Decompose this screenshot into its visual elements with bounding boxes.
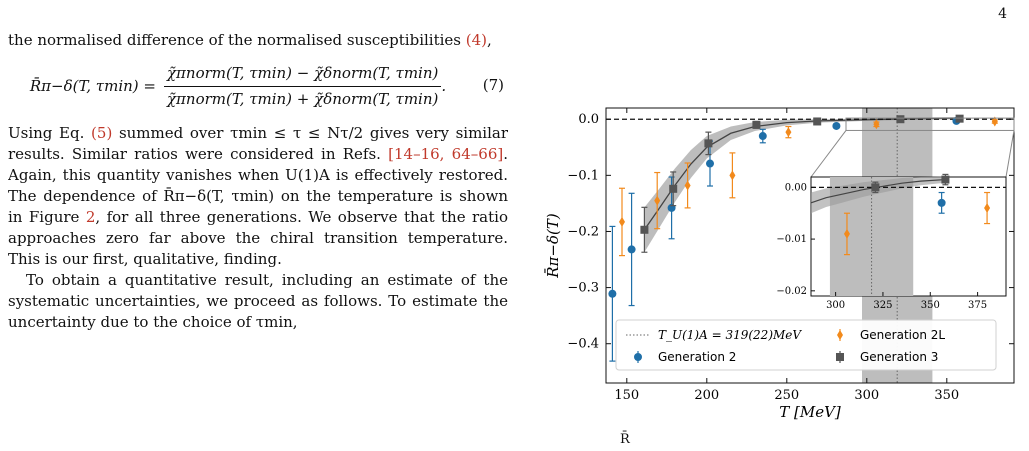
x-tick-label-2: 250 [774, 388, 799, 403]
main-point-1-5 [873, 119, 880, 130]
legend-box [615, 319, 997, 371]
inset-y-tick-label-2: −0.02 [776, 286, 807, 297]
figure-caption: R̄ [620, 432, 630, 447]
y-tick-label-4: −0.4 [567, 337, 599, 352]
legend-marker-1 [837, 330, 843, 340]
equation-period: . [441, 76, 447, 95]
x-tick-label-4: 350 [934, 388, 959, 403]
main-point-0-3 [706, 159, 714, 168]
legend-band-label: T_U(1)A = 319(22)MeV [658, 328, 802, 342]
main-point-2-1 [669, 184, 678, 193]
paragraph-intro: the normalised difference of the normali… [8, 31, 492, 49]
main-point-2-5 [896, 115, 905, 124]
legend-label-0: Generation 2 [658, 350, 736, 364]
main-point-1-1 [654, 195, 661, 206]
y-tick-label-0: 0.0 [578, 112, 599, 127]
inset-point-2-2 [941, 175, 950, 184]
zoom-connector-left [810, 130, 847, 178]
main-point-1-6 [991, 116, 998, 127]
equation-7: R̄π−δ(T, τmin) = χ̃πnorm(T, τmin) − χ̃δn… [8, 57, 508, 115]
inset-x-tick-label-1: 325 [873, 300, 892, 311]
paragraph-results: Using Eq. (5) summed over τmin ≤ τ ≤ Nτ/… [8, 123, 508, 270]
main-point-1-2 [684, 180, 691, 191]
main-point-2-0 [640, 225, 649, 234]
inset-x-tick-label-3: 375 [968, 300, 987, 311]
figure-2: 150 200 250 300 350 0.0 −0.1 −0.2 −0.3 −0.4 T [MeV… [518, 80, 1029, 447]
inset-y-tick-label-1: −0.01 [776, 234, 807, 245]
results-text-d: , for all three generations. We observe … [8, 208, 508, 268]
inset-y-tick-label-0: 0.00 [785, 182, 807, 193]
zoom-region-box [845, 117, 1015, 131]
inset-x-tick-label-2: 350 [921, 300, 940, 311]
ratio-temperature-plot: 150 200 250 300 350 0.0 −0.1 −0.2 −0.3 −0.4 T [MeV… [544, 107, 1015, 421]
x-tick-label-0: 150 [614, 388, 639, 403]
main-point-1-3 [729, 170, 736, 181]
legend-label-1: Generation 2L [860, 328, 945, 342]
equation-fraction: χ̃πnorm(T, τmin) − χ̃δnorm(T, τmin) χ̃πn… [163, 63, 442, 110]
main-point-0-1 [627, 245, 636, 254]
zoom-connector-right [1005, 130, 1015, 178]
equation-numerator: χ̃πnorm(T, τmin) − χ̃δnorm(T, τmin) [163, 63, 442, 87]
figure-ref-2[interactable]: 2 [85, 208, 96, 226]
citation-refs[interactable]: [14–16, 64–66] [388, 145, 504, 163]
intro-text: the normalised difference of the normali… [8, 31, 466, 49]
inset-point-1-0 [843, 228, 850, 239]
main-point-2-2 [704, 139, 713, 148]
y-axis-label: R̄π−δ(T) [544, 213, 562, 279]
main-point-0-4 [758, 132, 767, 141]
x-tick-label-1: 200 [694, 388, 719, 403]
inset-point-2-1 [871, 183, 880, 192]
main-point-2-4 [813, 117, 822, 126]
main-point-0-0 [608, 289, 617, 298]
x-tick-label-3: 300 [854, 388, 879, 403]
plot-frame [605, 107, 1015, 384]
legend-label-2: Generation 3 [860, 350, 938, 364]
y-tick-label-1: −0.1 [567, 168, 599, 183]
main-point-2-6 [955, 114, 964, 123]
inset-x-tick-label-0: 300 [826, 300, 845, 311]
equation-lhs: R̄π−δ(T, τmin) = [29, 76, 156, 95]
inset-point-0-1 [937, 198, 946, 207]
inset-fit-band [811, 176, 946, 214]
results-text-a: Using Eq. [8, 124, 92, 142]
equation-label: (7) [482, 76, 504, 94]
equation-denominator: χ̃πnorm(T, τmin) + χ̃δnorm(T, τmin) [166, 89, 439, 108]
results-text-c: . Again, this quantity vanishes when U(1… [8, 145, 508, 226]
inset-point-1-1 [984, 203, 991, 214]
paragraph-method: To obtain a quantitative result, includi… [8, 271, 508, 331]
main-point-1-4 [785, 127, 792, 138]
equation-ref-4[interactable]: (4) [465, 31, 488, 49]
page-number: 4 [998, 6, 1007, 22]
legend-marker-2 [836, 353, 844, 361]
main-point-0-5 [832, 121, 841, 130]
y-tick-label-3: −0.3 [567, 281, 599, 296]
legend-marker-0 [634, 353, 642, 361]
equation-ref-5[interactable]: (5) [91, 124, 113, 142]
y-tick-label-2: −0.2 [567, 224, 599, 239]
text-column: the normalised difference of the normali… [8, 30, 508, 447]
main-point-2-3 [752, 120, 761, 129]
results-text-b: summed over τmin ≤ τ ≤ Nτ/2 gives very s… [8, 124, 508, 163]
x-axis-label: T [MeV] [779, 403, 841, 421]
main-point-1-0 [619, 216, 625, 227]
